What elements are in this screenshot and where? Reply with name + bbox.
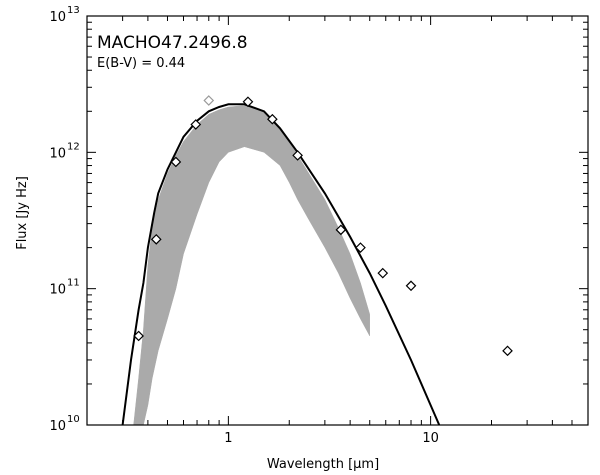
plot-frame [86,15,589,426]
x-axis-label: Wavelength [μm] [267,457,379,472]
photometry-point [170,156,182,168]
y-tick-label: 10 [49,146,66,161]
photometry-point [133,330,144,342]
photometry-point [355,242,366,253]
photometry-point [267,113,278,125]
y-tick-label: 10 [49,10,66,25]
photometry-point [150,234,162,245]
photometry-points-layer [133,95,513,357]
photometry-point [502,345,513,357]
y-tick-label: 10 [49,419,66,434]
y-tick-label: 10 [49,283,66,298]
stellar-spectrum-layer [133,105,370,425]
chart-title: MACHO47.2496.8 [97,33,248,53]
axes [86,15,589,426]
y-tick-label-exponent: 12 [67,141,80,152]
chart-subtitle: E(B-V) = 0.44 [97,56,185,71]
y-tick-label-exponent: 10 [67,414,80,425]
photometry-point [292,150,303,161]
x-tick-label: 10 [422,431,439,446]
model-curve-layer [121,103,441,425]
x-tick-label: 1 [224,431,232,446]
stellar-spectrum-band [133,105,370,425]
y-tick-label-exponent: 11 [67,278,80,289]
photometry-point [242,96,254,108]
photometry-point-gray [203,95,215,106]
y-tick-label-exponent: 13 [67,5,80,16]
y-axis-label: Flux [Jy Hz] [15,176,30,250]
model-sed-curve [121,103,441,425]
photometry-point [335,224,347,236]
photometry-point [190,119,202,130]
photometry-point [377,267,389,279]
photometry-point [405,280,417,292]
